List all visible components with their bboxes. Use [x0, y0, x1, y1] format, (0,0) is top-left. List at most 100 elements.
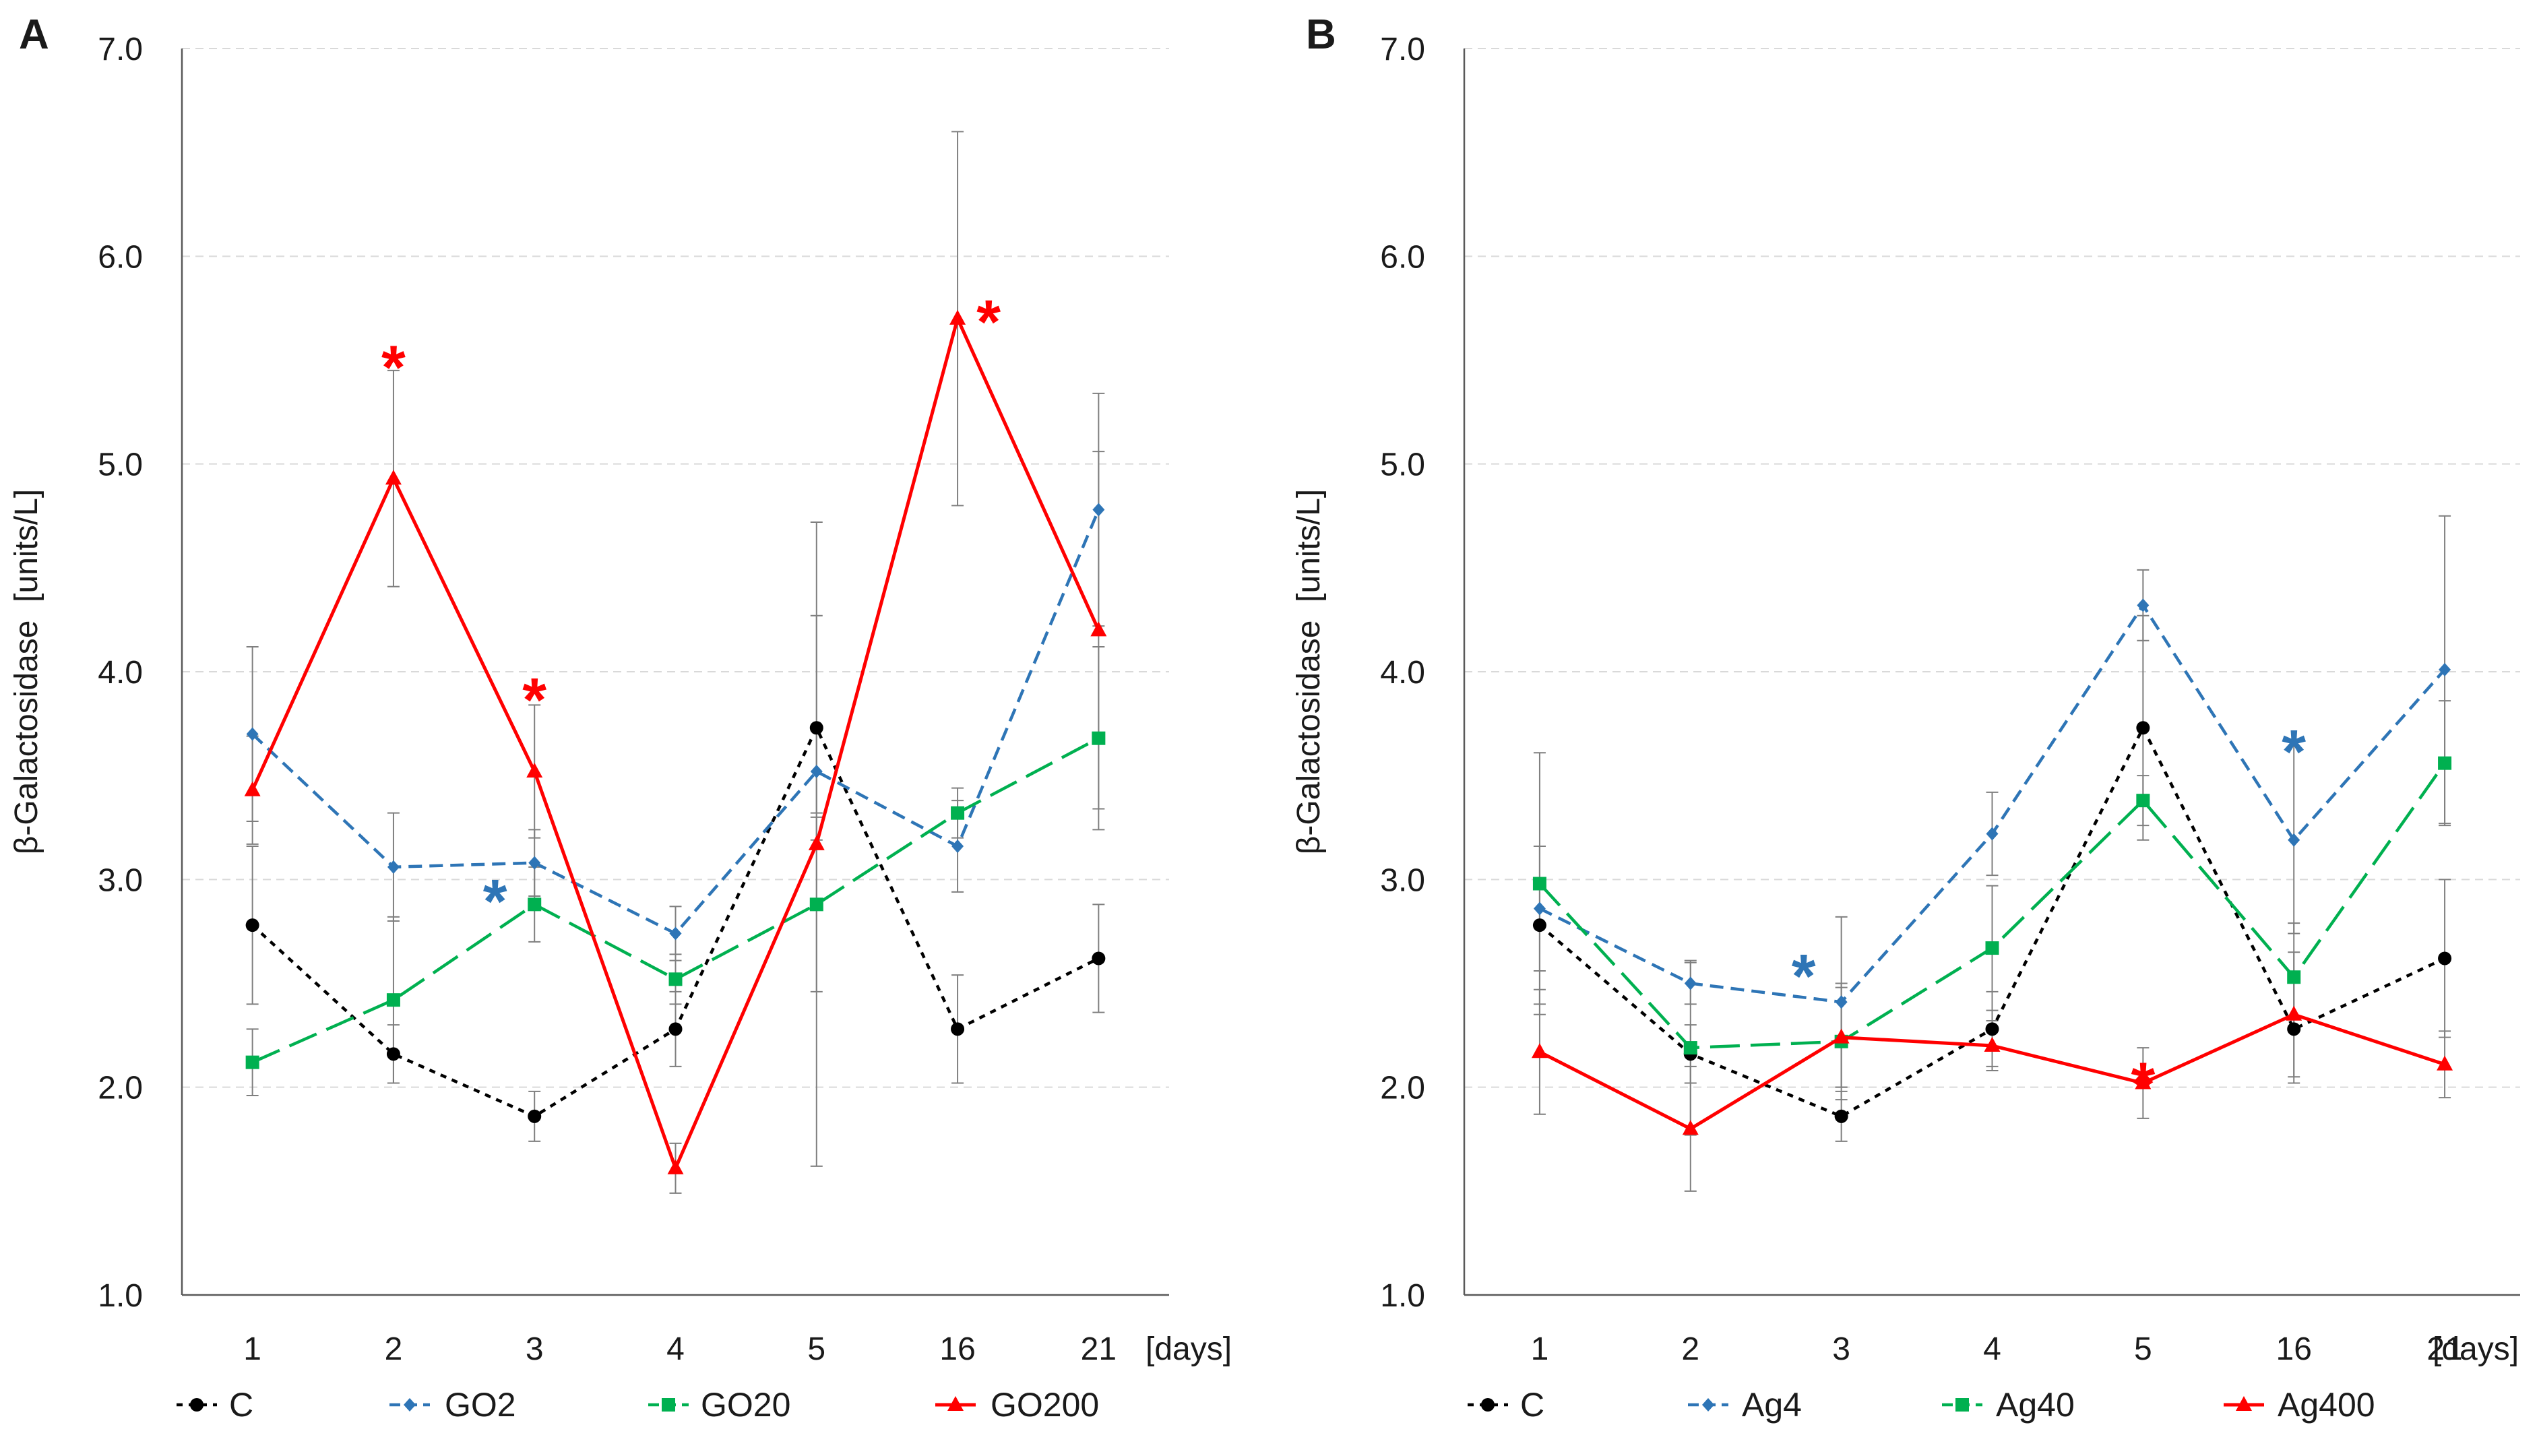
y-tick-label: 1.0 — [1380, 1278, 1425, 1314]
data-point-c — [245, 918, 259, 932]
data-point-ag4 — [1684, 976, 1697, 990]
legend-marker-ag40 — [1955, 1398, 1969, 1412]
data-point-go2 — [387, 860, 400, 874]
data-point-ag40 — [1532, 877, 1546, 891]
y-tick-label: 2.0 — [98, 1071, 143, 1106]
series-line-go2 — [251, 509, 1100, 936]
legend-label: GO200 — [991, 1386, 1099, 1424]
data-point-go200 — [667, 1159, 684, 1174]
data-point-go2 — [528, 856, 541, 870]
data-point-go200 — [949, 309, 966, 325]
data-point-go200 — [526, 763, 543, 778]
data-point-ag40 — [2136, 794, 2150, 808]
y-tick-label: 6.0 — [1380, 239, 1425, 275]
legend-label: GO2 — [445, 1386, 516, 1424]
data-point-go20 — [245, 1055, 259, 1069]
x-tick-label: 21 — [1081, 1331, 1117, 1367]
significance-asterisk: * — [1792, 943, 1816, 1011]
significance-asterisk: * — [2282, 718, 2306, 787]
data-point-ag4 — [1835, 995, 1848, 1009]
legend-marker-ag400 — [2236, 1396, 2252, 1411]
panel-b: B 1.0 2.0 3.0 4.0 5.0 6.0 7.0 1 2 3 4 5 16 21[days] β-G… — [1291, 11, 2520, 1424]
legend-marker-c — [1481, 1398, 1495, 1412]
x-tick-label: 2 — [385, 1331, 403, 1367]
data-point-c — [2136, 721, 2150, 735]
data-point-ag4 — [1986, 827, 1999, 841]
data-point-ag40 — [2287, 970, 2301, 984]
data-point-ag40 — [1683, 1041, 1697, 1055]
x-axis-label: [days] — [1146, 1331, 1232, 1367]
legend-marker-go20 — [662, 1398, 675, 1412]
legend-label: Ag4 — [1742, 1386, 1802, 1424]
data-point-ag400 — [2135, 1074, 2152, 1089]
x-tick-label: 16 — [2276, 1331, 2312, 1367]
y-tick-label: 5.0 — [1380, 447, 1425, 483]
x-tick-label: 1 — [1531, 1331, 1549, 1367]
x-tick-label: 4 — [1983, 1331, 2001, 1367]
y-tick-label: 2.0 — [1380, 1071, 1425, 1106]
data-point-c — [2287, 1022, 2301, 1036]
data-point-ag400 — [1833, 1028, 1850, 1044]
y-tick-label: 5.0 — [98, 447, 143, 483]
data-point-ag400 — [1531, 1043, 1548, 1058]
data-point-go200 — [1090, 621, 1107, 637]
legend-label: GO20 — [701, 1386, 790, 1424]
legend-label: C — [1520, 1386, 1544, 1424]
data-point-ag4 — [1533, 901, 1546, 916]
panel-letter: A — [19, 11, 49, 58]
significance-asterisk: * — [522, 666, 546, 734]
data-point-c — [951, 1022, 965, 1036]
data-point-ag40 — [1985, 941, 1999, 955]
data-point-go2 — [951, 840, 964, 853]
data-point-c — [1092, 951, 1106, 966]
y-tick-label: 6.0 — [98, 239, 143, 275]
data-point-go20 — [809, 897, 823, 912]
data-point-c — [1985, 1022, 1999, 1036]
data-point-go20 — [386, 993, 400, 1007]
data-point-go200 — [808, 835, 825, 850]
x-tick-label: 5 — [2134, 1331, 2152, 1367]
y-tick-label: 4.0 — [1380, 655, 1425, 691]
data-point-c — [668, 1022, 683, 1036]
data-point-go20 — [1092, 731, 1106, 745]
significance-asterisk: * — [483, 868, 507, 937]
data-point-go200 — [244, 781, 261, 796]
data-point-ag400 — [2286, 1005, 2302, 1021]
x-axis-label: [days] — [2433, 1331, 2519, 1367]
x-tick-label: 3 — [526, 1331, 544, 1367]
x-tick-label: 16 — [939, 1331, 975, 1367]
data-point-ag4 — [2137, 598, 2150, 612]
legend-marker-go200 — [947, 1396, 964, 1411]
x-tick-label: 3 — [1832, 1331, 1850, 1367]
y-tick-label: 1.0 — [98, 1278, 143, 1314]
data-point-c — [1834, 1109, 1848, 1123]
y-axis-title: β-Galactosidase [units/L] — [1291, 489, 1327, 855]
legend-marker-c — [190, 1398, 203, 1412]
x-tick-label: 5 — [807, 1331, 825, 1367]
data-point-go200 — [385, 470, 402, 485]
data-point-c — [528, 1109, 542, 1123]
data-point-go2 — [669, 926, 682, 941]
data-point-go20 — [951, 806, 965, 820]
panel-a: A 1.0 2.0 3.0 4.0 5.0 6.0 7.0 1 2 3 4 5 16 21 [days] β-G… — [9, 11, 1232, 1424]
data-point-go2 — [810, 765, 823, 778]
legend-label: C — [229, 1386, 253, 1424]
legend-marker-ag4 — [1702, 1398, 1714, 1412]
data-point-ag4 — [2288, 833, 2300, 847]
data-point-c — [2438, 951, 2452, 966]
data-point-ag4 — [2439, 662, 2451, 676]
data-point-go2 — [1092, 503, 1105, 517]
data-point-go2 — [246, 727, 259, 741]
x-tick-label: 4 — [666, 1331, 685, 1367]
significance-asterisk: * — [381, 334, 406, 402]
y-tick-label: 3.0 — [1380, 862, 1425, 898]
y-tick-label: 7.0 — [98, 32, 143, 67]
y-axis-title: β-Galactosidase [units/L] — [9, 489, 44, 855]
x-tick-label: 21 — [2426, 1331, 2462, 1367]
data-point-ag400 — [1682, 1120, 1699, 1135]
y-tick-label: 4.0 — [98, 655, 143, 691]
data-point-ag40 — [2438, 756, 2452, 770]
significance-asterisk: * — [976, 288, 1001, 356]
data-point-c — [1532, 918, 1546, 932]
